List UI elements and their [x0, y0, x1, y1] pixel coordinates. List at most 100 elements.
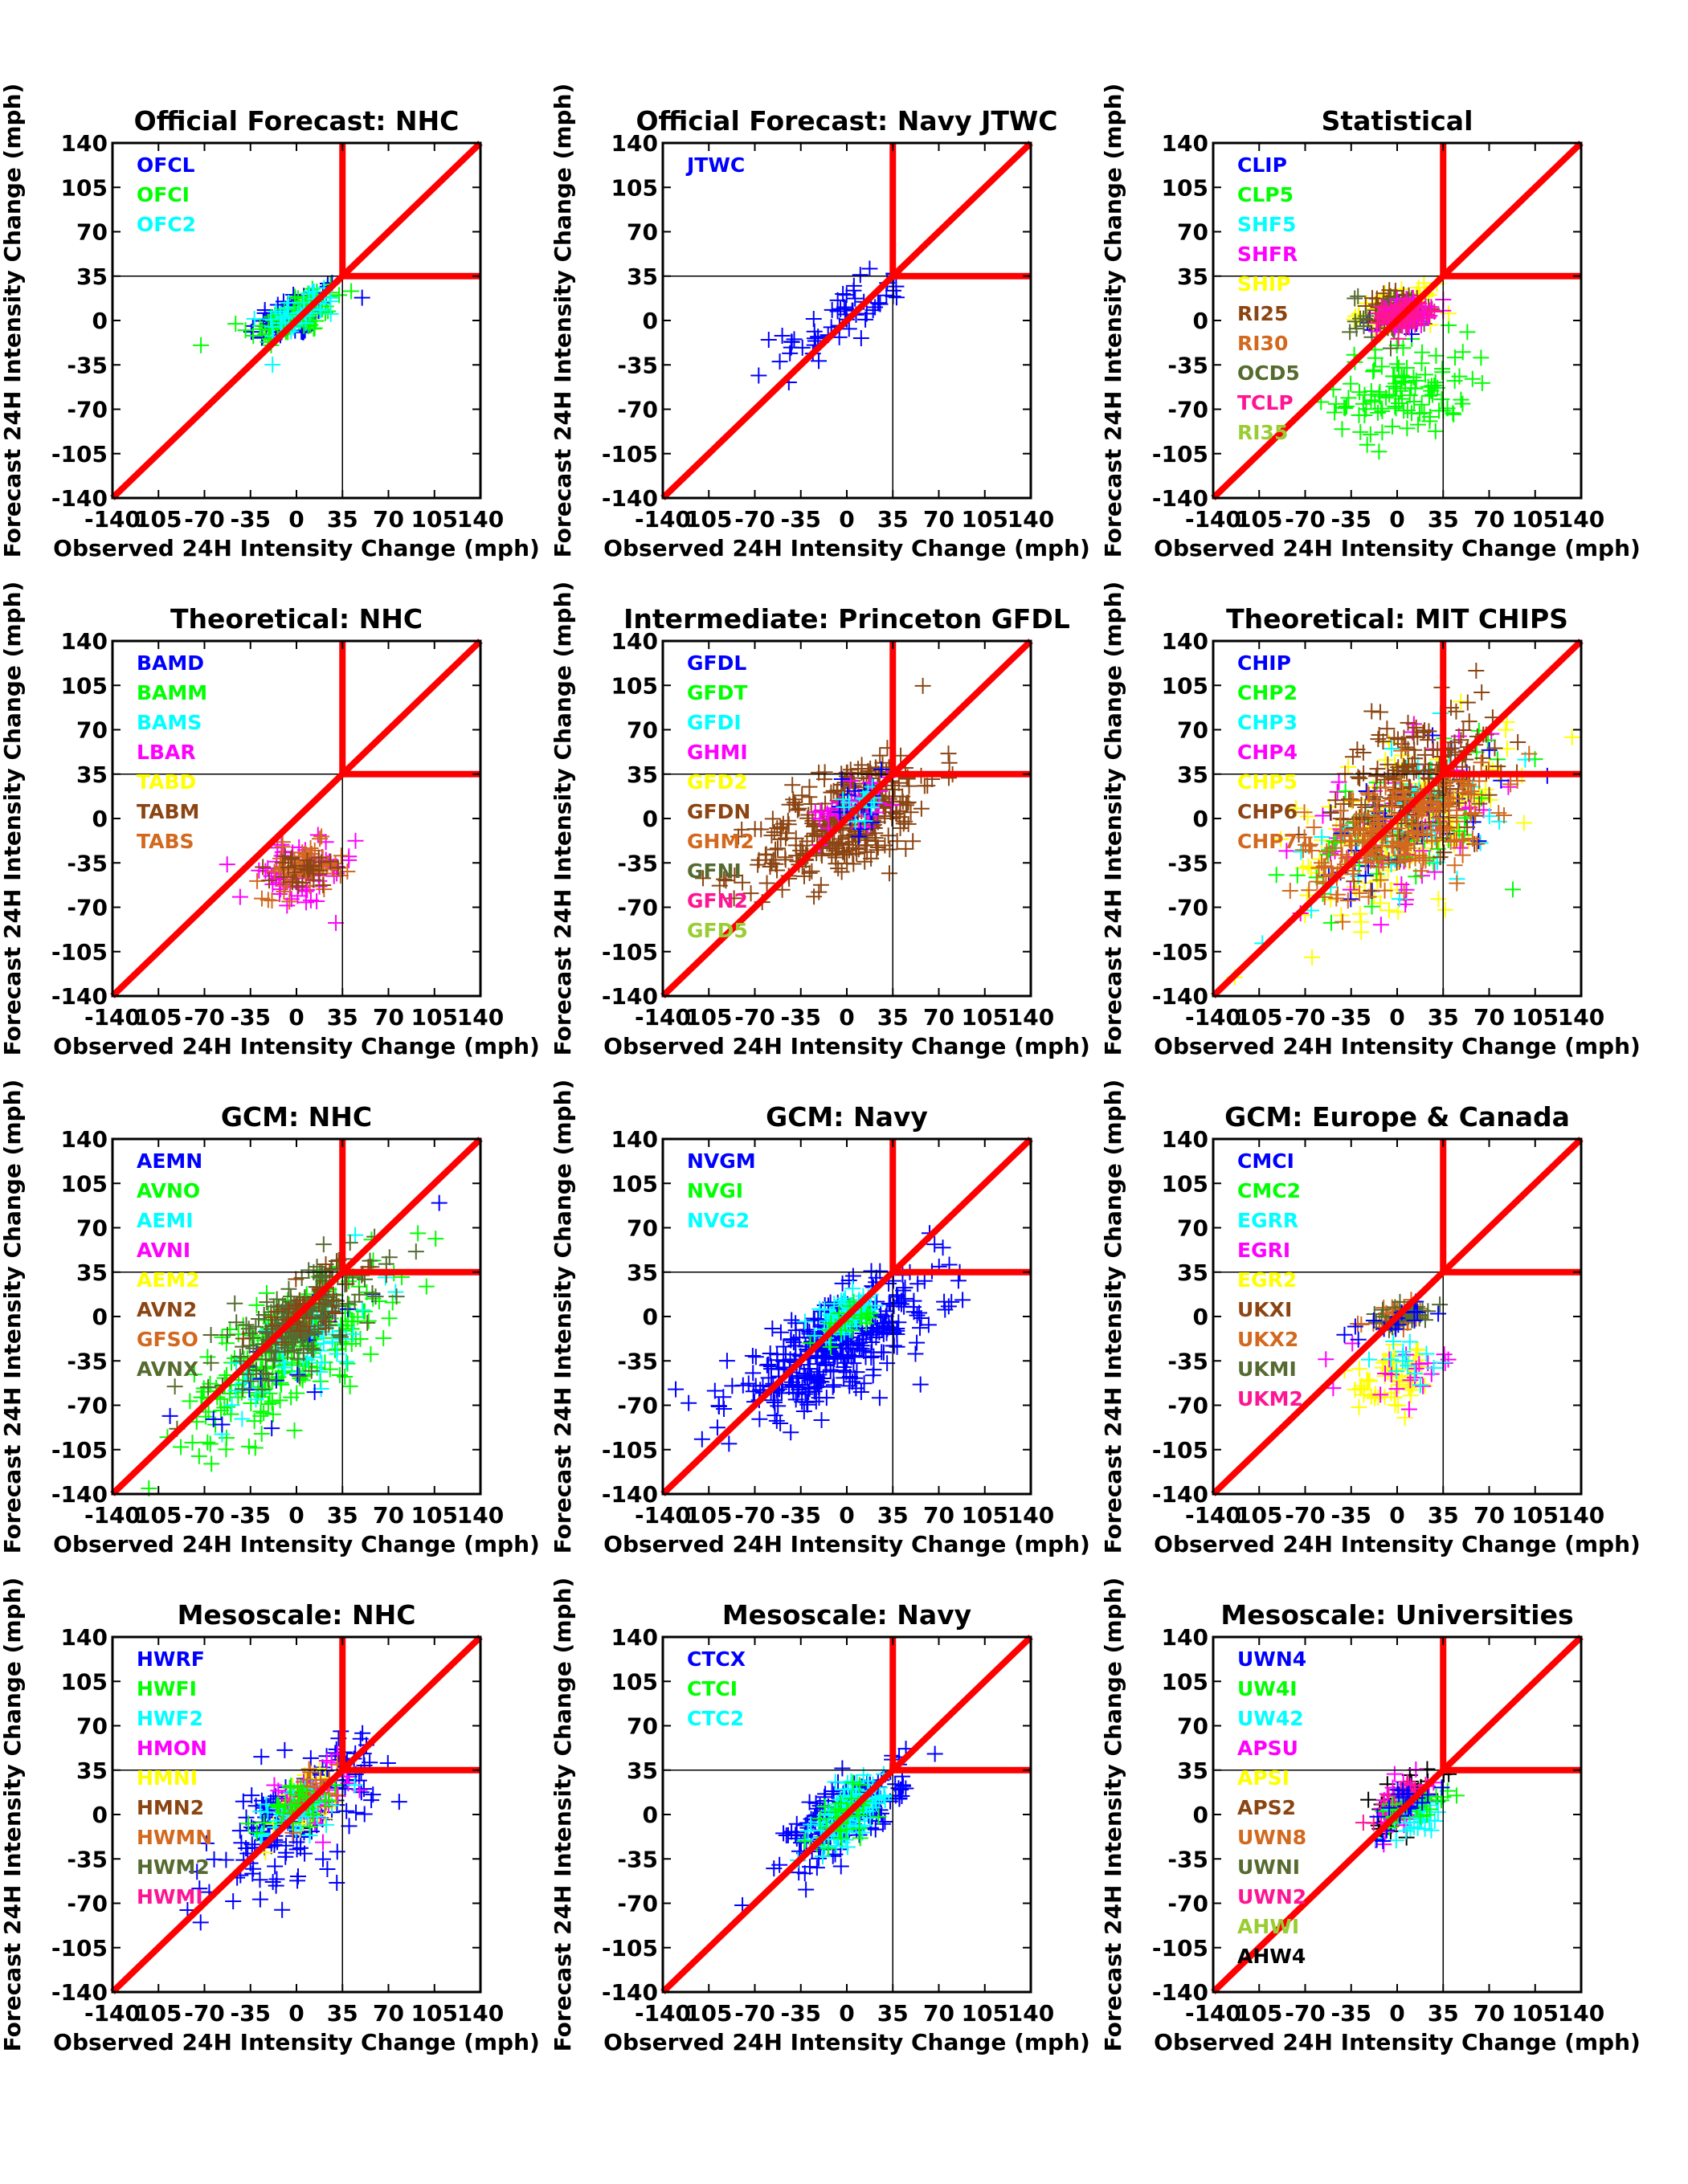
- point-chp6: [1459, 818, 1476, 835]
- legend-entry-avno: AVNO: [137, 1179, 200, 1202]
- point-chp7: [1392, 773, 1408, 790]
- point-nvgm: [783, 1424, 799, 1441]
- point-chp6: [1420, 732, 1437, 749]
- point-clp5: [1431, 402, 1448, 419]
- point-aemi: [345, 1325, 362, 1342]
- point-chp6: [1424, 741, 1441, 758]
- y-tick-label: 105: [61, 1170, 108, 1197]
- point-avnx: [346, 1293, 363, 1310]
- point-chp7: [1354, 806, 1371, 823]
- point-aemn: [214, 1416, 231, 1433]
- y-tick-label: -35: [67, 850, 108, 876]
- point-nvg2: [837, 1296, 854, 1312]
- point-ctcx: [792, 1835, 809, 1851]
- point-chp7: [1407, 850, 1424, 867]
- point-aemi: [247, 1391, 264, 1408]
- point-ofci: [264, 312, 281, 329]
- point-jtwc: [794, 339, 811, 356]
- point-avno: [375, 1329, 392, 1346]
- point-ctcx: [779, 1827, 796, 1843]
- y-tick-label: -140: [602, 1979, 658, 2006]
- x-tick-label: -35: [780, 1502, 821, 1529]
- point-gfdn: [811, 764, 828, 781]
- x-tick-label: 140: [1007, 1502, 1054, 1529]
- x-tick-label: 105: [1236, 506, 1282, 533]
- x-tick-label: 70: [373, 1502, 404, 1529]
- point-chp7: [1366, 807, 1383, 824]
- point-avnx: [202, 1354, 219, 1371]
- point-ofc2: [264, 318, 280, 335]
- point-avno: [331, 1367, 348, 1384]
- point-nvgi: [822, 1338, 839, 1355]
- panel-title: Mesoscale: Universities: [1220, 1599, 1573, 1631]
- point-chp7: [1465, 786, 1482, 802]
- point-hmon: [314, 1834, 331, 1851]
- x-tick-label: 105: [411, 1004, 458, 1031]
- point-nvgm: [787, 1391, 804, 1408]
- point-avnx: [228, 1314, 245, 1331]
- point-chp5: [1356, 874, 1373, 891]
- y-tick-label: -105: [1152, 1935, 1208, 1962]
- point-avnx: [238, 1317, 255, 1333]
- point-ofci: [300, 318, 317, 335]
- point-hwfi: [283, 1778, 300, 1794]
- point-chp7: [1376, 882, 1393, 899]
- point-clp5: [1406, 393, 1423, 410]
- point-uw4i: [1419, 1806, 1436, 1823]
- point-avno: [240, 1438, 257, 1455]
- point-chp7: [1424, 833, 1441, 850]
- x-tick-label: -140: [84, 1502, 141, 1529]
- x-tick-label: 0: [839, 2000, 854, 2027]
- x-tick-label: 105: [1236, 1004, 1282, 1031]
- legend-entry-gfni: GFNI: [687, 859, 742, 883]
- point-nvgm: [766, 1394, 783, 1410]
- panel-7: GCM: NHC-140140105105-7070-35350035-3570…: [0, 1080, 540, 1557]
- point-egr2: [1359, 1371, 1375, 1388]
- legend-entry-ship: SHIP: [1237, 272, 1291, 296]
- point-chp7: [1332, 802, 1349, 819]
- point-nvgm: [840, 1272, 857, 1289]
- perfect-forecast-line: [1211, 1137, 1584, 1496]
- point-nvgm: [826, 1350, 843, 1367]
- point-jtwc: [845, 277, 862, 294]
- y-tick-label: 105: [1162, 672, 1208, 699]
- point-nvgm: [783, 1312, 800, 1329]
- point-ctcx: [808, 1859, 825, 1876]
- legend: UWN4UW4IUW42APSUAPSIAPS2UWN8UWNIUWN2AHWI…: [1237, 1647, 1306, 1968]
- point-ghmi: [884, 797, 901, 814]
- y-tick-label: -70: [67, 397, 108, 423]
- point-chp6: [1481, 786, 1498, 803]
- point-gfdn: [900, 794, 917, 810]
- point-chp3: [1384, 740, 1400, 757]
- legend-entry-nvg2: NVG2: [687, 1209, 750, 1232]
- y-tick-label: -105: [51, 441, 108, 467]
- legend-entry-ghm2: GHM2: [687, 830, 754, 853]
- point-hwrf: [289, 1872, 306, 1889]
- y-tick-label: -140: [51, 485, 108, 512]
- y-tick-label: 140: [611, 1624, 658, 1651]
- point-aemn: [289, 1366, 306, 1383]
- point-ctci: [811, 1810, 828, 1827]
- point-avn2: [300, 1318, 317, 1335]
- point-hwf2: [288, 1821, 304, 1838]
- legend-entry-ctc2: CTC2: [687, 1707, 744, 1730]
- y-tick-label: 70: [76, 717, 108, 744]
- point-gfdn: [833, 863, 850, 880]
- point-gfdn: [726, 867, 743, 884]
- point-clp5: [1335, 399, 1352, 416]
- legend-entry-ghmi: GHMI: [687, 741, 748, 764]
- point-chp4: [1278, 843, 1295, 859]
- point-tabs: [312, 831, 329, 847]
- point-nvgm: [807, 1393, 824, 1410]
- point-avn2: [317, 1320, 334, 1337]
- x-tick-label: 105: [685, 1502, 732, 1529]
- scatter-points: [750, 260, 905, 390]
- point-chp6: [1357, 799, 1374, 816]
- point-hwfi: [255, 1815, 272, 1831]
- point-nvg2: [844, 1280, 861, 1297]
- point-nvgm: [818, 1357, 835, 1374]
- point-ctc2: [871, 1789, 888, 1806]
- x-tick-label: 35: [877, 506, 909, 533]
- point-avno: [360, 1312, 377, 1329]
- point-avnx: [331, 1327, 348, 1344]
